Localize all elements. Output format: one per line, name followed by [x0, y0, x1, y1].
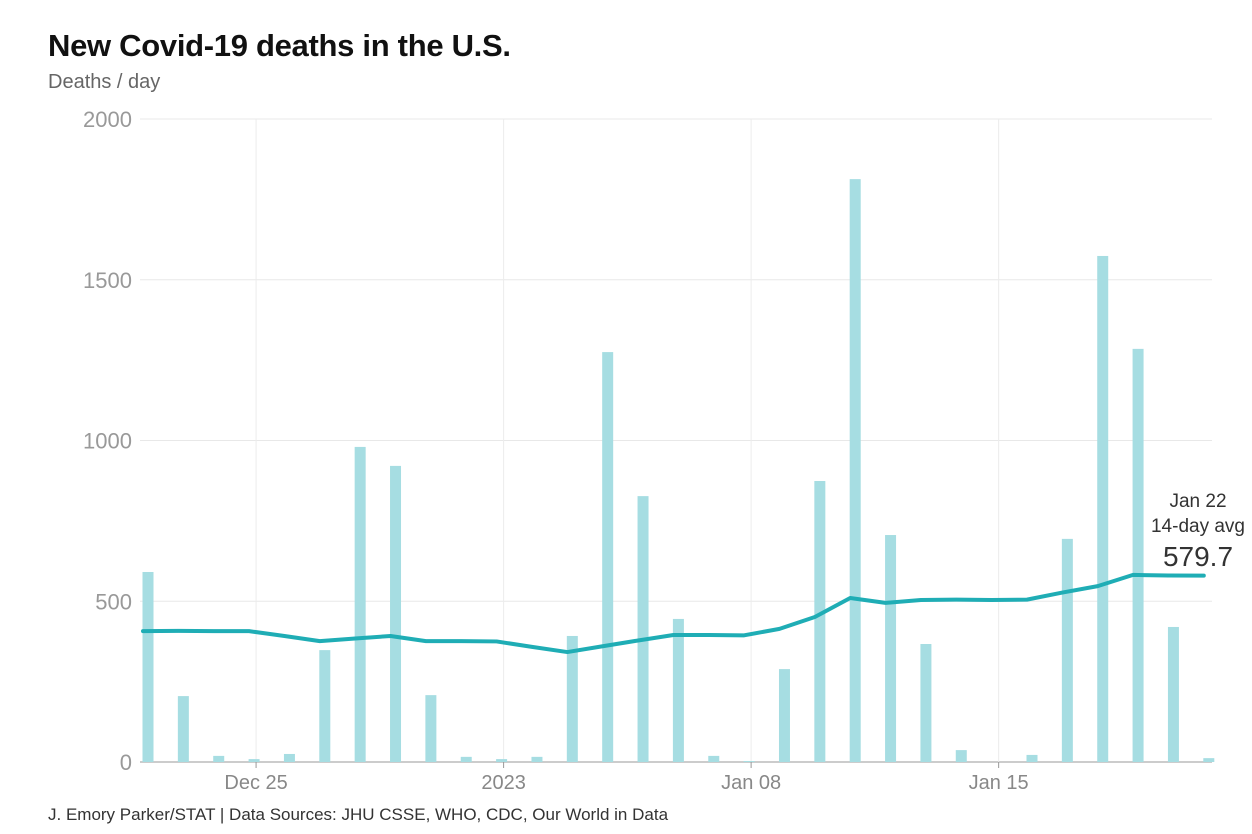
bar-daily-deaths — [460, 756, 472, 762]
bar-daily-deaths — [177, 696, 189, 762]
annotation-date: Jan 22 — [1169, 491, 1226, 512]
annotation-label: 14-day avg — [1151, 516, 1245, 537]
bar-daily-deaths — [885, 535, 897, 762]
bar-daily-deaths — [390, 465, 402, 762]
bar-daily-deaths — [1203, 758, 1215, 762]
bar-daily-deaths — [566, 635, 578, 762]
y-tick-label: 1000 — [83, 429, 132, 454]
y-tick-label: 500 — [95, 589, 132, 614]
bar-daily-deaths — [1167, 626, 1179, 762]
bar-daily-deaths — [425, 695, 437, 762]
bar-daily-deaths — [955, 750, 967, 762]
bar-daily-deaths — [248, 759, 260, 762]
source-credit: J. Emory Parker/STAT | Data Sources: JHU… — [48, 805, 669, 824]
bar-daily-deaths — [319, 650, 331, 762]
line-14-day-average — [141, 572, 1206, 655]
chart-subtitle: Deaths / day — [48, 71, 161, 93]
bar-daily-deaths — [1097, 255, 1109, 763]
bar-daily-deaths — [496, 759, 508, 762]
x-tick-label: Jan 15 — [969, 772, 1029, 794]
x-tick-label: Jan 08 — [721, 772, 781, 794]
bar-daily-deaths — [531, 756, 543, 762]
chart-title: New Covid-19 deaths in the U.S. — [48, 28, 511, 63]
bar-daily-deaths — [1061, 538, 1073, 762]
bar-daily-deaths — [1132, 348, 1144, 762]
bar-daily-deaths — [743, 761, 755, 762]
bar-daily-deaths — [778, 669, 790, 762]
x-tick-label: Dec 25 — [224, 772, 287, 794]
y-tick-label: 1500 — [83, 268, 132, 293]
bar-daily-deaths — [814, 481, 826, 762]
y-tick-label: 2000 — [83, 107, 132, 132]
bar-daily-deaths — [849, 179, 861, 763]
bar-daily-deaths — [637, 496, 649, 762]
bar-daily-deaths — [142, 571, 154, 762]
y-tick-label: 0 — [120, 750, 132, 775]
annotation-value: 579.7 — [1163, 541, 1233, 572]
bar-daily-deaths — [283, 753, 295, 762]
bar-daily-deaths — [920, 644, 932, 762]
bar-daily-deaths — [1026, 754, 1038, 762]
bar-daily-deaths — [672, 618, 684, 762]
bar-daily-deaths — [354, 446, 366, 762]
x-tick-label: 2023 — [481, 772, 526, 794]
bar-daily-deaths — [708, 755, 720, 762]
bar-daily-deaths — [213, 755, 225, 762]
bar-daily-deaths — [602, 352, 614, 762]
